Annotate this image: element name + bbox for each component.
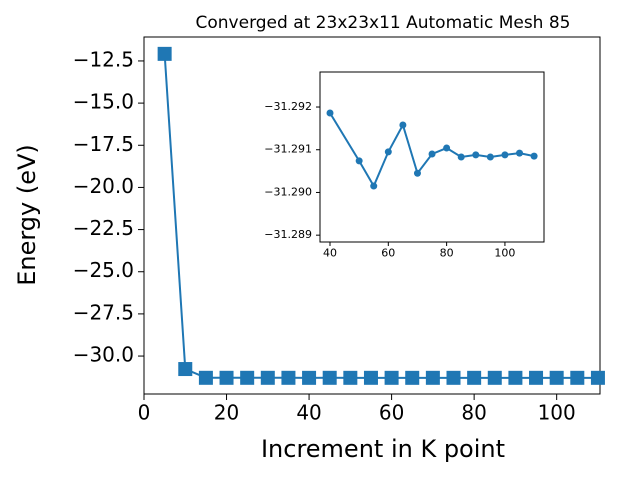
x-tick-label: 40 <box>323 247 337 260</box>
marker <box>425 370 440 385</box>
y-tick-label: −12.5 <box>73 47 134 71</box>
x-axis-label: Increment in K point <box>261 435 505 463</box>
y-tick-label: −31.289 <box>264 228 312 241</box>
marker <box>413 169 421 177</box>
y-tick-label: −27.5 <box>73 300 134 324</box>
marker <box>302 370 317 385</box>
marker <box>405 370 420 385</box>
y-tick-label: −15.0 <box>73 90 134 114</box>
x-tick-label: 60 <box>381 247 395 260</box>
y-tick-label: −31.290 <box>264 185 312 198</box>
marker <box>516 149 524 157</box>
marker <box>590 370 605 385</box>
marker <box>363 370 378 385</box>
marker <box>530 152 538 160</box>
marker <box>443 144 451 152</box>
x-tick-label: 100 <box>538 401 576 425</box>
x-tick-label: 80 <box>461 401 486 425</box>
marker <box>281 370 296 385</box>
y-axis-label: Energy (eV) <box>13 144 41 286</box>
marker <box>384 370 399 385</box>
marker <box>501 151 509 159</box>
marker <box>487 370 502 385</box>
line <box>163 53 598 379</box>
marker <box>570 370 585 385</box>
marker <box>399 121 407 129</box>
y-tick-label: −25.0 <box>73 258 134 282</box>
marker <box>326 109 334 117</box>
marker <box>457 153 465 161</box>
x-tick-label: 0 <box>138 401 151 425</box>
chart-title: Converged at 23x23x11 Automatic Mesh 85 <box>196 13 571 33</box>
marker <box>219 370 234 385</box>
marker <box>370 182 378 190</box>
plot-frame <box>319 71 545 243</box>
y-tick-label: −20.0 <box>73 174 134 198</box>
marker <box>355 157 363 165</box>
x-tick-label: 20 <box>214 401 239 425</box>
x-tick-label: 40 <box>296 401 321 425</box>
marker <box>260 370 275 385</box>
marker <box>508 370 523 385</box>
y-tick-label: −31.292 <box>264 100 312 113</box>
marker <box>178 362 193 377</box>
marker <box>157 46 172 61</box>
marker <box>472 151 480 159</box>
marker <box>240 370 255 385</box>
marker <box>529 370 544 385</box>
x-tick-label: 60 <box>379 401 404 425</box>
marker <box>428 150 436 158</box>
y-tick-label: −22.5 <box>73 216 134 240</box>
marker <box>446 370 461 385</box>
plot-frame <box>143 36 601 395</box>
marker <box>343 370 358 385</box>
y-tick-label: −17.5 <box>73 132 134 156</box>
marker <box>322 370 337 385</box>
marker <box>467 370 482 385</box>
marker <box>486 153 494 161</box>
x-tick-label: 100 <box>494 247 515 260</box>
x-tick-label: 80 <box>440 247 454 260</box>
y-tick-label: −31.291 <box>264 143 312 156</box>
marker <box>198 370 213 385</box>
marker <box>384 148 392 156</box>
y-tick-label: −30.0 <box>73 343 134 367</box>
marker <box>549 370 564 385</box>
